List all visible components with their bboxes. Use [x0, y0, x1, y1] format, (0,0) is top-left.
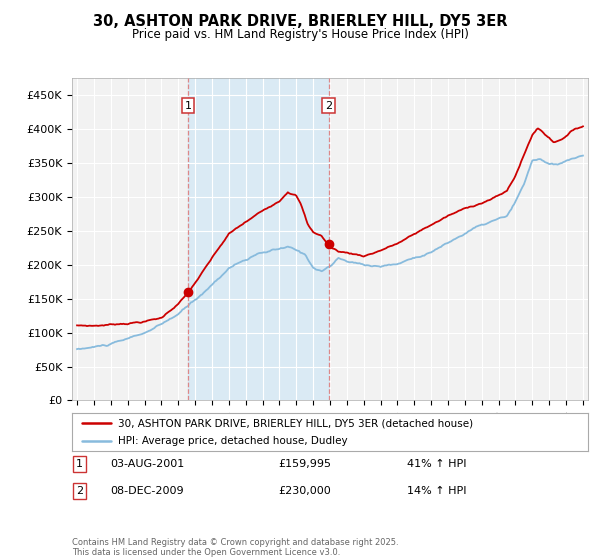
- Text: £230,000: £230,000: [278, 486, 331, 496]
- Text: 30, ASHTON PARK DRIVE, BRIERLEY HILL, DY5 3ER (detached house): 30, ASHTON PARK DRIVE, BRIERLEY HILL, DY…: [118, 418, 473, 428]
- Text: 03-AUG-2001: 03-AUG-2001: [110, 459, 185, 469]
- Text: £159,995: £159,995: [278, 459, 331, 469]
- Text: 2: 2: [76, 486, 83, 496]
- Text: 30, ASHTON PARK DRIVE, BRIERLEY HILL, DY5 3ER: 30, ASHTON PARK DRIVE, BRIERLEY HILL, DY…: [93, 14, 507, 29]
- Text: Contains HM Land Registry data © Crown copyright and database right 2025.
This d: Contains HM Land Registry data © Crown c…: [72, 538, 398, 557]
- Text: Price paid vs. HM Land Registry's House Price Index (HPI): Price paid vs. HM Land Registry's House …: [131, 28, 469, 41]
- Text: 2: 2: [325, 100, 332, 110]
- Text: 1: 1: [76, 459, 83, 469]
- Text: 14% ↑ HPI: 14% ↑ HPI: [407, 486, 467, 496]
- Text: 41% ↑ HPI: 41% ↑ HPI: [407, 459, 467, 469]
- Text: HPI: Average price, detached house, Dudley: HPI: Average price, detached house, Dudl…: [118, 436, 348, 446]
- Text: 1: 1: [185, 100, 191, 110]
- Bar: [188, 78, 329, 400]
- Text: 08-DEC-2009: 08-DEC-2009: [110, 486, 184, 496]
